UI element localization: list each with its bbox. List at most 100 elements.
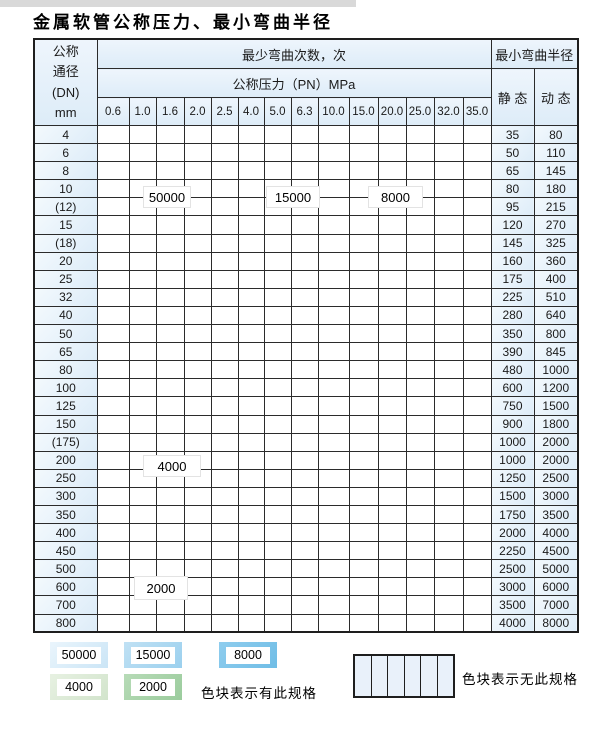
spec-cell bbox=[128, 287, 157, 307]
spec-cell bbox=[210, 541, 239, 561]
spec-cell bbox=[433, 161, 464, 181]
spec-cell bbox=[128, 541, 157, 561]
spec-cell bbox=[210, 251, 239, 271]
spec-cell bbox=[183, 324, 212, 344]
spec-cell bbox=[290, 613, 319, 633]
spec-cell bbox=[263, 287, 292, 307]
dynamic-radius-value: 325 bbox=[533, 233, 579, 253]
spec-cell bbox=[290, 378, 319, 398]
spec-cell bbox=[433, 450, 464, 470]
spec-cell bbox=[405, 360, 435, 380]
spec-cell bbox=[405, 396, 435, 416]
spec-cell bbox=[348, 251, 379, 271]
spec-cell bbox=[183, 523, 212, 543]
table-row: 450 2250 4500 bbox=[33, 541, 579, 561]
spec-cell bbox=[96, 504, 130, 525]
dynamic-radius-value: 5000 bbox=[533, 559, 579, 579]
spec-cell bbox=[462, 215, 492, 235]
spec-cell bbox=[317, 378, 350, 398]
spec-cell bbox=[377, 161, 407, 181]
spec-cell bbox=[128, 269, 157, 289]
spec-cell bbox=[433, 613, 464, 633]
spec-cell bbox=[317, 414, 350, 434]
spec-cell bbox=[237, 486, 265, 506]
spec-cell bbox=[317, 486, 350, 506]
spec-cell bbox=[183, 541, 212, 561]
static-radius-value: 1250 bbox=[490, 468, 535, 488]
spec-cell bbox=[210, 378, 239, 398]
dynamic-radius-value: 4500 bbox=[533, 541, 579, 561]
spec-cell bbox=[377, 396, 407, 416]
spec-cell bbox=[210, 324, 239, 344]
cycle-count-label: 50000 bbox=[143, 186, 191, 208]
dn-value: 80 bbox=[33, 360, 98, 380]
spec-cell bbox=[405, 613, 435, 633]
spec-cell bbox=[317, 287, 350, 307]
table-row: 500 2500 5000 bbox=[33, 559, 579, 579]
spec-cell bbox=[183, 504, 212, 525]
static-radius-value: 80 bbox=[490, 179, 535, 199]
static-radius-value: 1000 bbox=[490, 450, 535, 470]
spec-cell bbox=[237, 613, 265, 633]
spec-cell bbox=[183, 305, 212, 326]
spec-cell bbox=[263, 613, 292, 633]
spec-cell bbox=[183, 396, 212, 416]
dn-value: 10 bbox=[33, 179, 98, 199]
spec-cell bbox=[377, 541, 407, 561]
spec-cell bbox=[263, 595, 292, 615]
spec-cell bbox=[433, 577, 464, 597]
spec-cell bbox=[128, 504, 157, 525]
static-radius-value: 750 bbox=[490, 396, 535, 416]
spec-cell bbox=[183, 432, 212, 452]
static-column-header: 静 态 bbox=[490, 68, 535, 126]
spec-cell bbox=[96, 269, 130, 289]
spec-cell bbox=[210, 305, 239, 326]
spec-cell bbox=[290, 287, 319, 307]
spec-cell bbox=[317, 342, 350, 362]
hatch-cell bbox=[404, 656, 421, 696]
spec-cell bbox=[155, 613, 185, 633]
cycle-count-label: 4000 bbox=[143, 455, 201, 477]
dn-value: (12) bbox=[33, 197, 98, 217]
static-radius-value: 390 bbox=[490, 342, 535, 362]
spec-cell bbox=[433, 559, 464, 579]
spec-cell bbox=[183, 595, 212, 615]
spec-cell bbox=[433, 504, 464, 525]
static-radius-value: 95 bbox=[490, 197, 535, 217]
pressure-value-header: 35.0 bbox=[462, 97, 492, 126]
spec-cell bbox=[263, 450, 292, 470]
table-row: (175) 1000 2000 bbox=[33, 432, 579, 452]
spec-cell bbox=[405, 541, 435, 561]
spec-cell bbox=[155, 360, 185, 380]
spec-cell bbox=[317, 324, 350, 344]
spec-cell bbox=[348, 595, 379, 615]
spec-cell bbox=[317, 161, 350, 181]
spec-cell bbox=[348, 233, 379, 253]
spec-cell bbox=[237, 179, 265, 199]
spec-cell bbox=[210, 577, 239, 597]
spec-cell bbox=[317, 360, 350, 380]
spec-cell bbox=[210, 595, 239, 615]
spec-cell bbox=[128, 396, 157, 416]
spec-cell bbox=[405, 378, 435, 398]
spec-cell bbox=[405, 215, 435, 235]
spec-cell bbox=[405, 414, 435, 434]
dynamic-radius-value: 7000 bbox=[533, 595, 579, 615]
spec-cell bbox=[263, 161, 292, 181]
spec-cell bbox=[155, 378, 185, 398]
spec-cell bbox=[237, 269, 265, 289]
spec-cell bbox=[317, 432, 350, 452]
spec-cell bbox=[377, 342, 407, 362]
scan-artifact-strip bbox=[0, 0, 356, 7]
spec-cell bbox=[317, 595, 350, 615]
spec-cell bbox=[237, 233, 265, 253]
spec-cell bbox=[290, 251, 319, 271]
dn-value: 6 bbox=[33, 143, 98, 163]
spec-cell bbox=[433, 305, 464, 326]
spec-cell bbox=[155, 432, 185, 452]
table-row: 40 280 640 bbox=[33, 305, 579, 326]
spec-cell bbox=[183, 143, 212, 163]
spec-cell bbox=[128, 342, 157, 362]
spec-cell bbox=[433, 179, 464, 199]
static-radius-value: 2500 bbox=[490, 559, 535, 579]
